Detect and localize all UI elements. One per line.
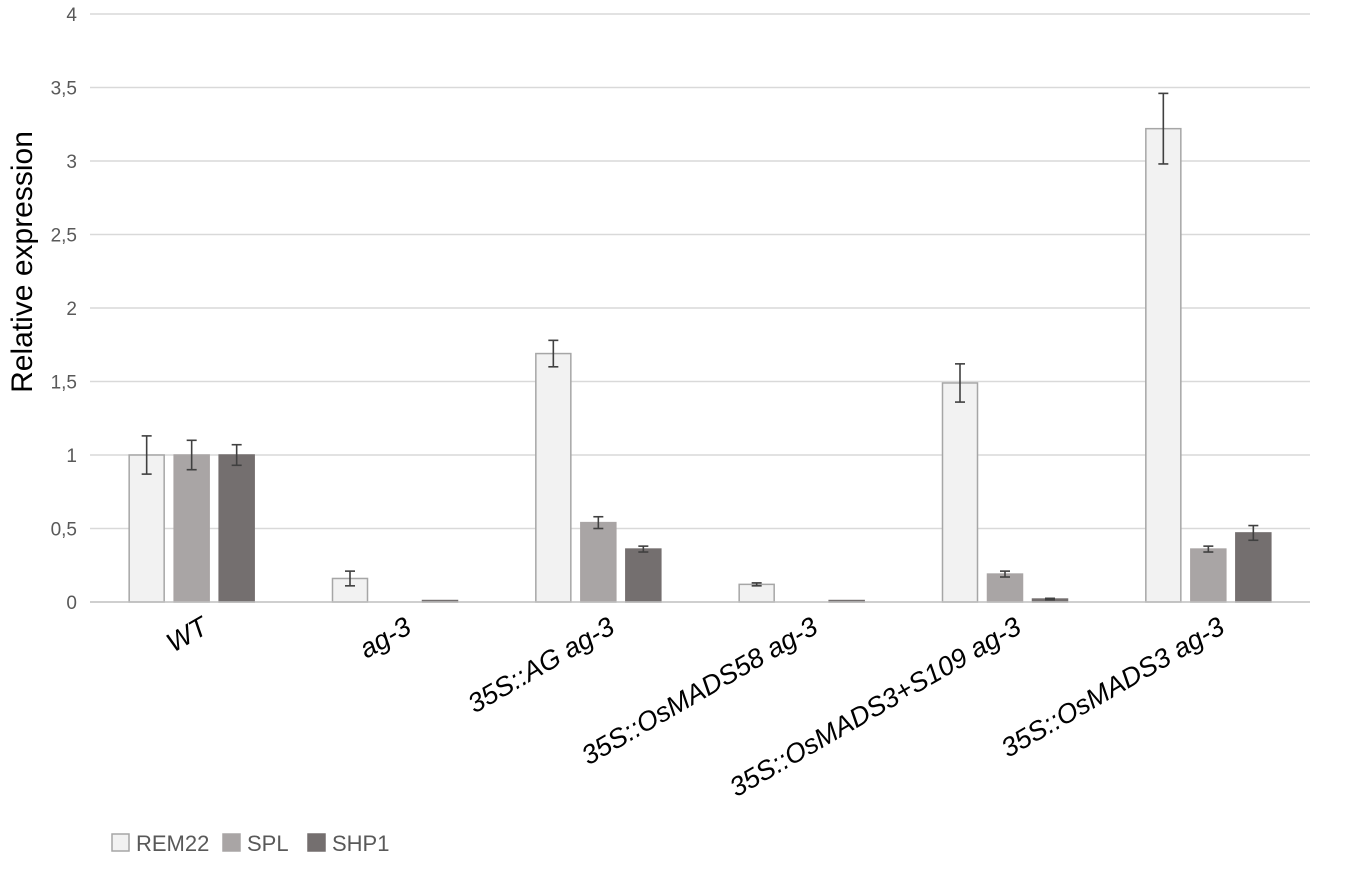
legend-label-rem22: REM22: [136, 831, 209, 856]
bar-rem22: [535, 352, 572, 603]
legend-swatch-rem22: [111, 833, 130, 852]
y-axis-ticks: 0 0,5 1 1,5 2 2,5 3 3,5 4: [51, 5, 78, 614]
y-tick-label: 0,5: [51, 520, 77, 541]
bar-shp1: [1235, 532, 1272, 603]
bar-rem22: [128, 454, 165, 603]
legend-label-spl: SPL: [247, 831, 289, 856]
bars: [128, 127, 1272, 603]
y-tick-label: 0: [66, 593, 77, 614]
legend-swatch-spl: [222, 833, 241, 852]
y-tick-label: 1,5: [51, 373, 77, 394]
gridlines: [90, 13, 1310, 530]
x-category-label: ag-3: [354, 611, 416, 664]
x-category-label: 35S::OsMADS3 ag-3: [996, 611, 1229, 763]
y-tick-label: 2: [66, 299, 77, 320]
bar-shp1: [218, 454, 255, 603]
y-tick-label: 2,5: [51, 226, 77, 247]
bar-spl: [1190, 548, 1227, 603]
bar-rem22: [941, 382, 979, 603]
error-bars: [141, 92, 1259, 601]
legend: REM22 SPL SHP1: [111, 831, 389, 856]
legend-swatch-shp1: [307, 833, 326, 852]
y-axis-label: Relative expression: [6, 131, 39, 393]
bar-rem22: [1145, 127, 1182, 603]
y-tick-label: 4: [66, 5, 77, 26]
bar-rem22: [738, 583, 775, 603]
y-tick-label: 3: [66, 152, 77, 173]
bar-spl: [580, 521, 617, 603]
x-category-label: 35S::AG ag-3: [463, 611, 620, 719]
bar-spl: [173, 454, 210, 603]
x-category-label: WT: [161, 610, 215, 658]
bar-shp1: [625, 548, 662, 603]
y-tick-label: 1: [66, 446, 77, 467]
legend-label-shp1: SHP1: [332, 831, 389, 856]
y-tick-label: 3,5: [51, 79, 77, 100]
bar-spl: [986, 573, 1024, 603]
